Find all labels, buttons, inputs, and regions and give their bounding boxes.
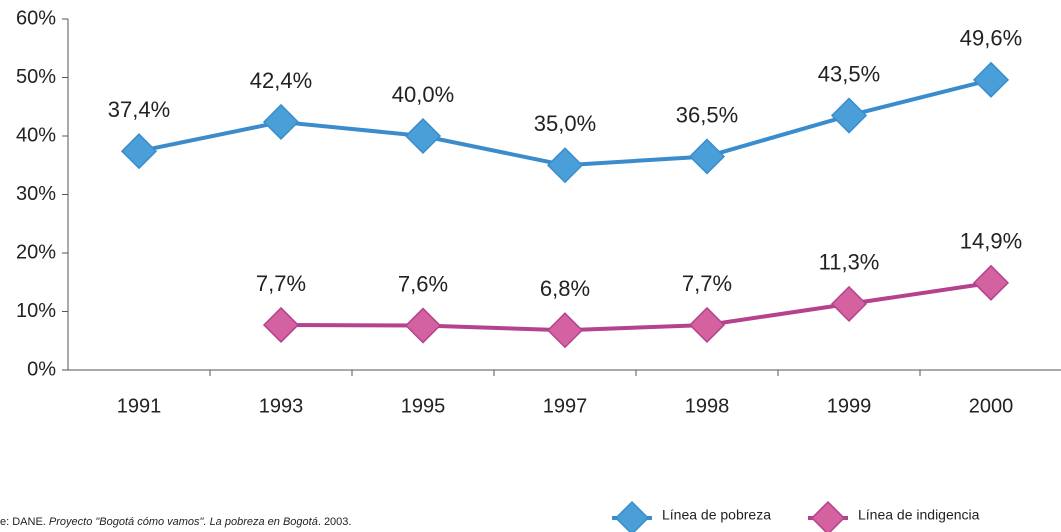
data-label: 7,7% bbox=[256, 271, 306, 296]
point-marker bbox=[972, 264, 1010, 301]
data-label: 37,4% bbox=[108, 97, 170, 122]
data-label: 7,6% bbox=[398, 271, 448, 296]
source-note: e: DANE. Proyecto "Bogotá cómo vamos". L… bbox=[0, 516, 351, 528]
data-label: 35,0% bbox=[534, 111, 596, 136]
data-label: 7,7% bbox=[682, 271, 732, 296]
point-marker bbox=[688, 138, 726, 175]
series-line bbox=[280, 280, 992, 333]
data-label: 6,8% bbox=[540, 276, 590, 301]
x-tick-label: 1995 bbox=[401, 395, 446, 417]
data-label: 36,5% bbox=[676, 102, 738, 127]
data-label: 11,3% bbox=[819, 250, 880, 275]
y-tick-label: 30% bbox=[16, 183, 56, 205]
data-label: 49,6% bbox=[960, 26, 1022, 51]
point-marker bbox=[546, 147, 584, 184]
legend-label: Línea de indigencia bbox=[858, 507, 980, 523]
legend-marker bbox=[614, 500, 650, 532]
point-marker bbox=[262, 103, 300, 141]
point-marker bbox=[404, 117, 442, 155]
point-marker bbox=[404, 307, 442, 344]
point-marker bbox=[972, 61, 1010, 98]
y-tick-label: 0% bbox=[27, 358, 56, 380]
y-tick-label: 20% bbox=[16, 241, 56, 263]
x-tick-label: 1999 bbox=[827, 395, 872, 417]
data-label: 43,5% bbox=[818, 61, 880, 86]
source-prefix: e: DANE. bbox=[0, 516, 49, 528]
x-tick-label: 1993 bbox=[259, 395, 304, 417]
point-marker bbox=[830, 285, 868, 322]
y-tick-label: 10% bbox=[16, 300, 56, 322]
point-marker bbox=[688, 306, 726, 344]
point-marker bbox=[546, 312, 584, 349]
point-marker bbox=[830, 97, 868, 134]
x-tick-label: 1997 bbox=[543, 395, 588, 417]
point-marker bbox=[120, 133, 158, 170]
source-suffix: . 2003. bbox=[318, 516, 352, 528]
legend-marker bbox=[810, 500, 846, 532]
point-marker bbox=[262, 306, 300, 344]
x-tick-label: 1998 bbox=[685, 395, 730, 417]
legend-label: Línea de pobreza bbox=[662, 507, 771, 523]
data-label: 14,9% bbox=[960, 229, 1022, 254]
y-tick-label: 50% bbox=[16, 66, 56, 88]
x-tick-label: 1991 bbox=[117, 395, 162, 417]
x-tick-label: 2000 bbox=[969, 395, 1014, 417]
data-label: 42,4% bbox=[250, 68, 312, 93]
source-title: Proyecto "Bogotá cómo vamos". La pobreza… bbox=[49, 516, 318, 528]
data-label: 40,0% bbox=[392, 82, 454, 107]
y-tick-label: 40% bbox=[16, 124, 56, 146]
y-tick-label: 60% bbox=[16, 7, 56, 29]
